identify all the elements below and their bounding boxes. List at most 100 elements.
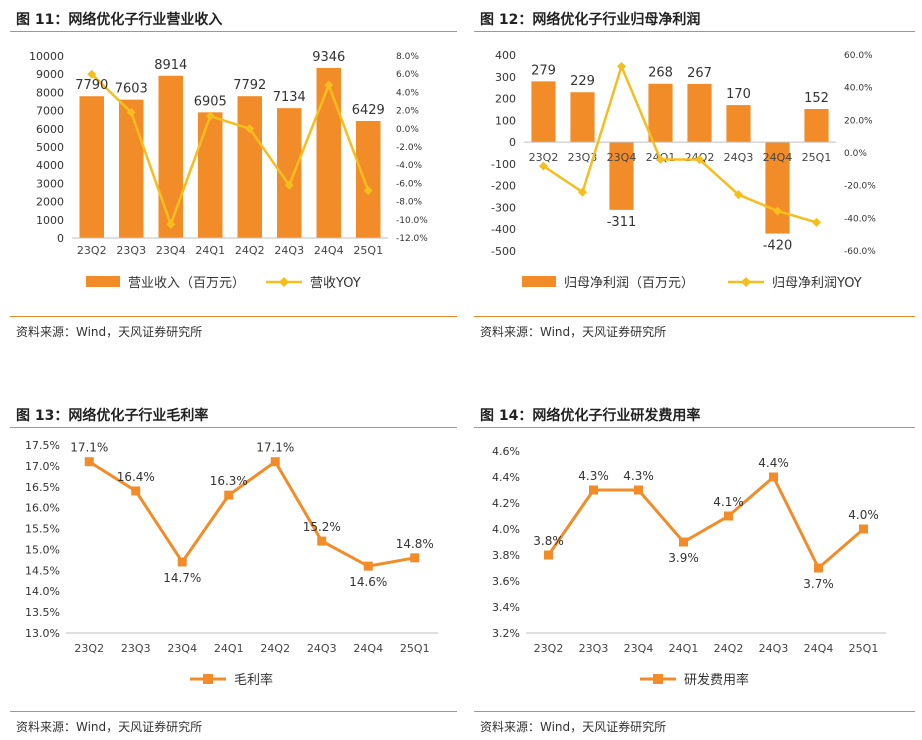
series-point: [317, 536, 327, 546]
data-label: 16.3%: [210, 474, 248, 488]
y-tick-label: 0: [57, 232, 64, 245]
y-tick-label: 5000: [36, 141, 64, 154]
series-point: [363, 561, 373, 571]
y2-tick-label: -2.0%: [396, 143, 423, 153]
x-tick-label: 24Q1: [214, 642, 244, 655]
data-label: 14.7%: [163, 571, 201, 585]
y-tick-label: 13.0%: [25, 627, 60, 640]
y-tick-label: 15.0%: [25, 543, 60, 556]
data-label: 267: [687, 66, 712, 81]
x-tick-label: 23Q2: [534, 642, 564, 655]
y2-tick-label: 2.0%: [396, 107, 419, 117]
y-tick-label: 9000: [36, 68, 64, 81]
y-tick-label: -300: [491, 201, 516, 214]
y-tick-label: 4.4%: [492, 471, 520, 484]
yoy-line: [542, 62, 817, 224]
source-rule: [474, 316, 915, 317]
data-label: 279: [531, 63, 556, 78]
x-tick-label: 24Q4: [353, 642, 383, 655]
y-tick-label: 3.6%: [492, 575, 520, 588]
y-tick-label: 10000: [29, 50, 64, 63]
y2-tick-label: -10.0%: [396, 216, 428, 226]
yoy-point: [773, 206, 782, 216]
data-label: 170: [726, 87, 751, 102]
y-tick-label: 8000: [36, 86, 64, 99]
yoy-point: [656, 155, 665, 165]
data-label: 7790: [75, 78, 108, 93]
series-point: [131, 486, 141, 496]
source-note: 资料来源：Wind，天风证券研究所: [16, 325, 203, 339]
bar: [648, 83, 673, 143]
series-point: [859, 524, 868, 534]
x-tick-label: 23Q4: [167, 642, 197, 655]
bar: [316, 67, 341, 238]
yoy-point: [617, 61, 626, 71]
yoy-point: [284, 180, 294, 190]
yoy-point: [578, 187, 587, 197]
y-tick-label: 300: [495, 71, 516, 84]
yoy-point: [695, 155, 704, 165]
chart-panel-revenue: 图 11：网络优化子行业营业收入 0 1000 2000 3000 4000 5000 60…: [10, 0, 457, 350]
series-point: [270, 457, 280, 467]
chart-panel-gross-margin: 图 13：网络优化子行业毛利率 13.0% 13.5% 14.0% 14.5% 15.0…: [10, 398, 457, 740]
series-point: [769, 472, 778, 482]
legend-bar-swatch: [86, 276, 120, 287]
x-tick-label: 25Q1: [400, 642, 430, 655]
y2-tick-label: -20.0%: [844, 182, 876, 192]
y2-tick-label: -8.0%: [396, 198, 423, 208]
y-tick-label: 0: [509, 136, 516, 149]
y-tick-label: 16.5%: [25, 481, 60, 494]
y2-tick-label: -6.0%: [396, 179, 423, 189]
yoy-point: [363, 186, 373, 196]
series-point: [724, 511, 733, 521]
yoy-point: [87, 69, 97, 79]
data-label: 3.9%: [668, 551, 699, 565]
y-tick-label: 4000: [36, 159, 64, 172]
data-label: 7603: [115, 82, 148, 97]
x-tick-label: 24Q1: [195, 244, 225, 257]
x-tick-label: 24Q3: [307, 642, 337, 655]
bar: [531, 81, 556, 143]
bar: [726, 105, 751, 143]
title-rule: [474, 31, 915, 32]
y-tick-label: 3.4%: [492, 601, 520, 614]
legend-line-marker: [741, 277, 751, 287]
y-tick-label: -500: [491, 245, 516, 258]
revenue-chart: 0 1000 2000 3000 4000 5000 6000 7000 8000 9000 100…: [29, 50, 428, 291]
x-tick-label: 24Q2: [714, 642, 744, 655]
y-tick-label: 16.0%: [25, 502, 60, 515]
title-rule: [10, 31, 457, 32]
data-label: 3.8%: [533, 534, 564, 548]
series-point: [589, 485, 598, 495]
y-tick-label: 14.0%: [25, 585, 60, 598]
y-tick-label: -100: [491, 158, 516, 171]
x-tick-label: 23Q2: [74, 642, 104, 655]
source-rule: [474, 711, 915, 712]
data-label: 4.1%: [713, 495, 744, 509]
data-label: 17.1%: [256, 441, 294, 455]
series-point: [84, 457, 94, 467]
bar: [804, 109, 829, 143]
series-point: [224, 490, 234, 500]
yoy-point: [734, 190, 743, 200]
y-tick-label: 2000: [36, 196, 64, 209]
bar: [765, 142, 790, 234]
legend-line-marker: [203, 674, 213, 684]
series-point: [679, 537, 688, 547]
y2-tick-label: 0.0%: [396, 125, 419, 135]
x-tick-label: 24Q3: [274, 244, 304, 257]
rd-rate-chart: 3.2% 3.4% 3.6% 3.8% 4.0% 4.2% 4.4% 4.6% 23Q2 23Q3…: [492, 445, 886, 688]
y2-tick-label: -40.0%: [844, 214, 876, 224]
legend-bar-swatch: [522, 276, 556, 287]
title-rule: [10, 427, 457, 428]
series-point: [177, 557, 187, 567]
series-point: [814, 563, 823, 573]
data-label: 16.4%: [117, 470, 155, 484]
y-tick-label: 17.5%: [25, 439, 60, 452]
x-tick-label: 24Q4: [804, 642, 834, 655]
y-tick-label: 7000: [36, 105, 64, 118]
y-tick-label: 400: [495, 49, 516, 62]
legend-line-marker: [653, 674, 663, 684]
data-label: 7134: [273, 90, 306, 105]
y-tick-label: 6000: [36, 123, 64, 136]
